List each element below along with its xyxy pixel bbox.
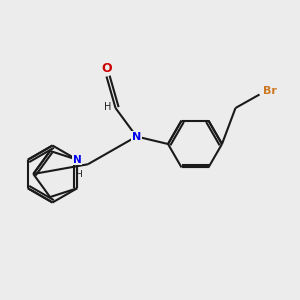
Text: O: O	[101, 62, 112, 76]
Text: H: H	[75, 170, 82, 178]
Text: Br: Br	[263, 86, 277, 97]
Text: N: N	[73, 155, 82, 165]
Text: N: N	[132, 131, 141, 142]
Text: H: H	[103, 102, 111, 112]
